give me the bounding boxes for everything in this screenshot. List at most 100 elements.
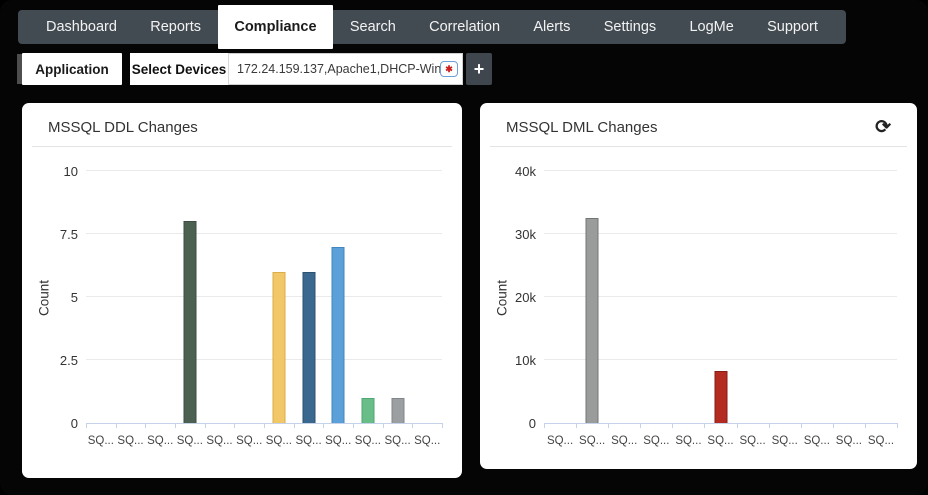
x-tick-mark bbox=[544, 423, 545, 428]
gridline bbox=[86, 296, 442, 297]
panel-head: MSSQL DDL Changes bbox=[22, 103, 462, 146]
x-axis-category-label: SQ... bbox=[325, 435, 352, 447]
application-button[interactable]: Application bbox=[22, 53, 122, 85]
filter-bar: Application Select Devices 172.24.159.13… bbox=[17, 53, 492, 85]
x-tick-mark bbox=[864, 423, 866, 428]
nav-tab-dashboard[interactable]: Dashboard bbox=[46, 19, 117, 35]
x-tick-mark bbox=[115, 423, 117, 428]
x-axis-category-label: SQ... bbox=[835, 435, 862, 447]
application-button-edge bbox=[17, 54, 22, 84]
bar[interactable] bbox=[391, 397, 404, 423]
bar[interactable] bbox=[272, 271, 286, 423]
gridline bbox=[544, 359, 897, 360]
x-axis-category-label: SQ... bbox=[739, 435, 766, 447]
x-tick-mark bbox=[704, 423, 706, 428]
divider bbox=[32, 146, 452, 147]
x-tick-mark bbox=[264, 423, 265, 428]
x-tick-mark bbox=[576, 423, 578, 428]
y-tick-label: 0 bbox=[528, 416, 536, 431]
bar[interactable] bbox=[585, 218, 599, 423]
refresh-icon[interactable]: ⟳ bbox=[875, 117, 891, 138]
x-axis-category-label: SQ... bbox=[354, 435, 381, 447]
x-axis-category-label: SQ... bbox=[117, 435, 144, 447]
x-tick-mark bbox=[897, 423, 898, 428]
x-axis-category-label: SQ... bbox=[675, 435, 702, 447]
x-tick-mark bbox=[382, 423, 384, 428]
y-tick-label: 40k bbox=[515, 164, 536, 179]
bar[interactable] bbox=[361, 397, 375, 423]
y-tick-label: 0 bbox=[70, 416, 78, 431]
x-axis-category-label: SQ... bbox=[611, 435, 638, 447]
nav-tab-search[interactable]: Search bbox=[349, 19, 396, 35]
x-tick-mark bbox=[204, 423, 206, 428]
x-tick-mark bbox=[672, 423, 674, 428]
x-tick-mark bbox=[293, 423, 295, 428]
nav-bar: Dashboard Reports Compliance Search Correlat… bbox=[18, 5, 846, 49]
nav-tab-support[interactable]: Support bbox=[767, 19, 818, 35]
x-axis-category-label: SQ... bbox=[87, 435, 114, 447]
plot-area bbox=[544, 170, 898, 428]
nav-tab-compliance[interactable]: Compliance bbox=[218, 5, 333, 49]
x-axis-category-label: SQ... bbox=[803, 435, 830, 447]
bar[interactable] bbox=[331, 246, 345, 423]
divider bbox=[490, 146, 907, 147]
x-axis-category-label: SQ... bbox=[414, 435, 441, 447]
x-tick-mark bbox=[640, 423, 642, 428]
x-tick-mark bbox=[832, 423, 834, 428]
dml-chart: Count SQ... SQ... SQ... SQ... SQ... SQ... SQ..… bbox=[480, 147, 917, 459]
x-tick-mark bbox=[800, 423, 802, 428]
chart-title: MSSQL DML Changes bbox=[506, 119, 658, 136]
x-axis-category-label: SQ... bbox=[546, 435, 574, 447]
x-axis-category-label: SQ... bbox=[771, 435, 798, 447]
select-devices-label: Select Devices bbox=[130, 53, 229, 85]
nav-tab-logme[interactable]: LogMe bbox=[689, 19, 734, 35]
nav-tab-alerts[interactable]: Alerts bbox=[533, 19, 571, 35]
gridline bbox=[544, 233, 897, 234]
x-tick-mark bbox=[442, 423, 443, 428]
y-tick-label: 2.5 bbox=[59, 353, 78, 368]
x-axis-category-label: SQ... bbox=[265, 435, 292, 447]
x-tick-mark bbox=[234, 423, 236, 428]
y-tick-label: 20k bbox=[515, 290, 536, 305]
y-tick-label: 7.5 bbox=[59, 227, 78, 242]
gridline bbox=[86, 170, 442, 171]
bar[interactable] bbox=[302, 271, 315, 423]
y-tick-label: 10 bbox=[63, 164, 78, 179]
y-tick-label: 5 bbox=[70, 290, 78, 305]
panel-mssql-dml-changes: MSSQL DML Changes ⟳ Count SQ... SQ... SQ..… bbox=[480, 103, 917, 469]
x-tick-mark bbox=[353, 423, 354, 428]
x-tick-mark bbox=[608, 423, 610, 428]
x-axis-category-label: SQ... bbox=[384, 435, 411, 447]
gridline bbox=[544, 296, 897, 297]
x-axis-category-label: SQ... bbox=[206, 435, 233, 447]
x-axis-category-label: SQ... bbox=[867, 435, 895, 447]
bar[interactable] bbox=[714, 371, 727, 423]
nav-tab-correlation[interactable]: Correlation bbox=[429, 19, 501, 35]
x-axis-category-label: SQ... bbox=[643, 435, 670, 447]
chart-title: MSSQL DDL Changes bbox=[48, 119, 198, 136]
ddl-chart: Count SQ... SQ... SQ... SQ... SQ... SQ... SQ..… bbox=[22, 147, 462, 459]
x-tick-mark bbox=[175, 423, 176, 428]
nav-tab-reports[interactable]: Reports bbox=[150, 19, 202, 35]
add-device-button[interactable]: + bbox=[466, 53, 492, 85]
x-axis-labels: SQ... SQ... SQ... SQ... SQ... SQ... SQ... SQ...… bbox=[86, 435, 442, 447]
x-axis-category-label: SQ... bbox=[707, 435, 734, 447]
x-tick-mark bbox=[145, 423, 147, 428]
x-tick-mark bbox=[323, 423, 325, 428]
devices-input[interactable]: 172.24.159.137,Apache1,DHCP-Wind ✱ bbox=[229, 53, 463, 85]
x-axis-category-label: SQ... bbox=[147, 435, 174, 447]
x-tick-mark bbox=[768, 423, 770, 428]
x-axis-category-label: SQ... bbox=[176, 435, 203, 447]
nav-tab-settings[interactable]: Settings bbox=[603, 19, 657, 35]
x-axis-labels: SQ... SQ... SQ... SQ... SQ... SQ... SQ... SQ...… bbox=[544, 435, 897, 447]
required-star-icon: ✱ bbox=[440, 61, 458, 77]
x-axis-category-label: SQ... bbox=[579, 435, 606, 447]
gridline bbox=[86, 233, 442, 234]
bar[interactable] bbox=[183, 221, 197, 423]
x-axis-category-label: SQ... bbox=[236, 435, 263, 447]
x-tick-mark bbox=[412, 423, 414, 428]
devices-input-value[interactable]: 172.24.159.137,Apache1,DHCP-Wind bbox=[237, 62, 440, 76]
x-axis-category-label: SQ... bbox=[295, 435, 322, 447]
gridline bbox=[544, 170, 897, 171]
